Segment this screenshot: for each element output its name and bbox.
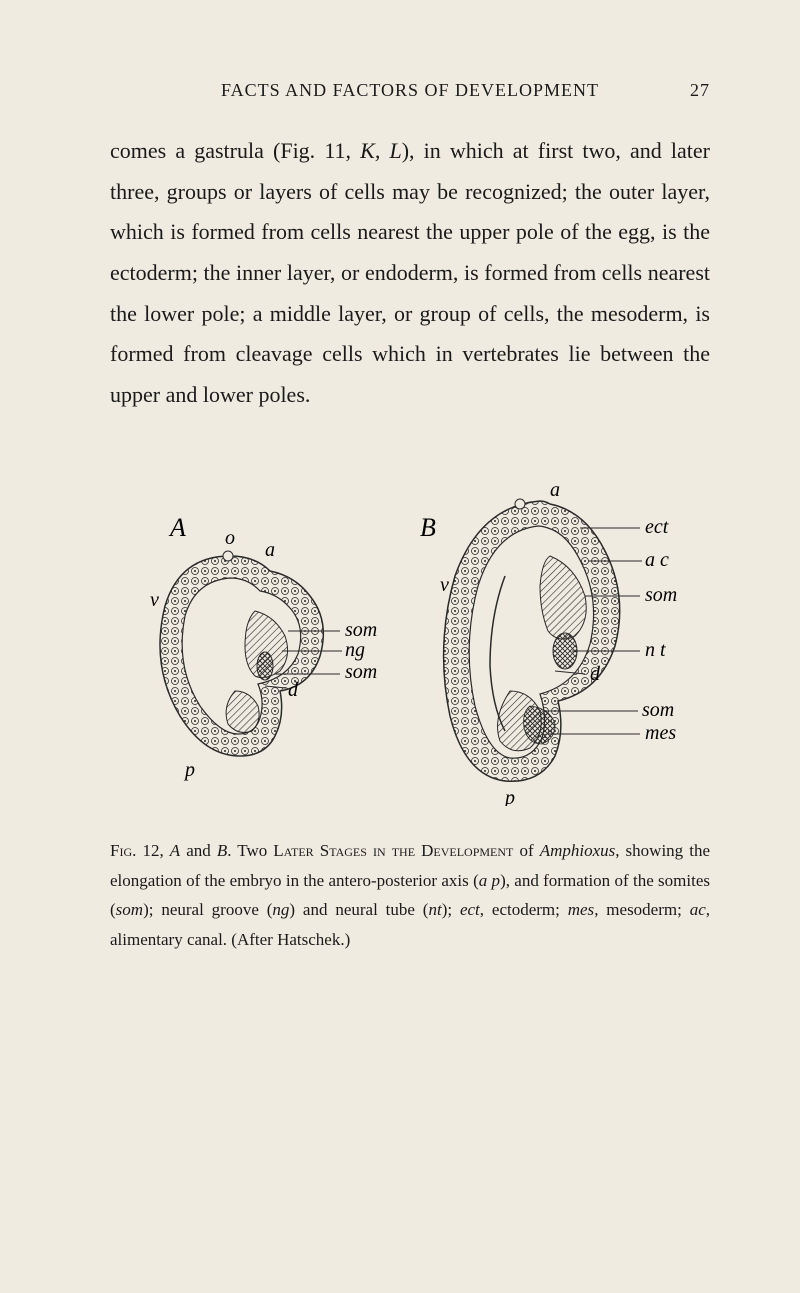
label-a-A: a bbox=[265, 539, 275, 561]
label-ng-A: ng bbox=[345, 639, 365, 661]
diagram-a bbox=[160, 551, 342, 756]
diagram-b bbox=[444, 499, 642, 781]
label-v-B: v bbox=[440, 574, 449, 596]
label-a-B: a bbox=[550, 479, 560, 501]
body-text: comes a gastrula (Fig. 11, K, L), in whi… bbox=[110, 131, 710, 416]
label-som-A1: som bbox=[345, 619, 377, 641]
label-v-A: v bbox=[150, 589, 159, 611]
figure-caption: Fig. 12, A and B. Two Later Stages in th… bbox=[110, 836, 710, 955]
figure-12: A o a v som ng som d p bbox=[110, 456, 710, 806]
label-ect: ect bbox=[645, 516, 669, 538]
label-ac: a c bbox=[645, 549, 669, 571]
label-nt: n t bbox=[645, 639, 666, 661]
label-B: B bbox=[420, 513, 436, 542]
label-som-A2: som bbox=[345, 661, 377, 683]
label-mes: mes bbox=[645, 722, 676, 744]
label-p-B: p bbox=[503, 787, 515, 806]
label-som-B2: som bbox=[642, 699, 674, 721]
label-o-A: o bbox=[225, 527, 235, 549]
header-title: FACTS AND FACTORS OF DEVELOPMENT bbox=[150, 80, 670, 101]
page-number: 27 bbox=[670, 80, 710, 101]
label-som-B1: som bbox=[645, 584, 677, 606]
label-d-A: d bbox=[288, 679, 299, 701]
label-A: A bbox=[168, 513, 186, 542]
diagram-svg: A o a v som ng som d p bbox=[110, 456, 710, 806]
label-d-B: d bbox=[590, 663, 601, 685]
label-p-A: p bbox=[183, 759, 195, 781]
page-header: FACTS AND FACTORS OF DEVELOPMENT 27 bbox=[110, 80, 710, 101]
